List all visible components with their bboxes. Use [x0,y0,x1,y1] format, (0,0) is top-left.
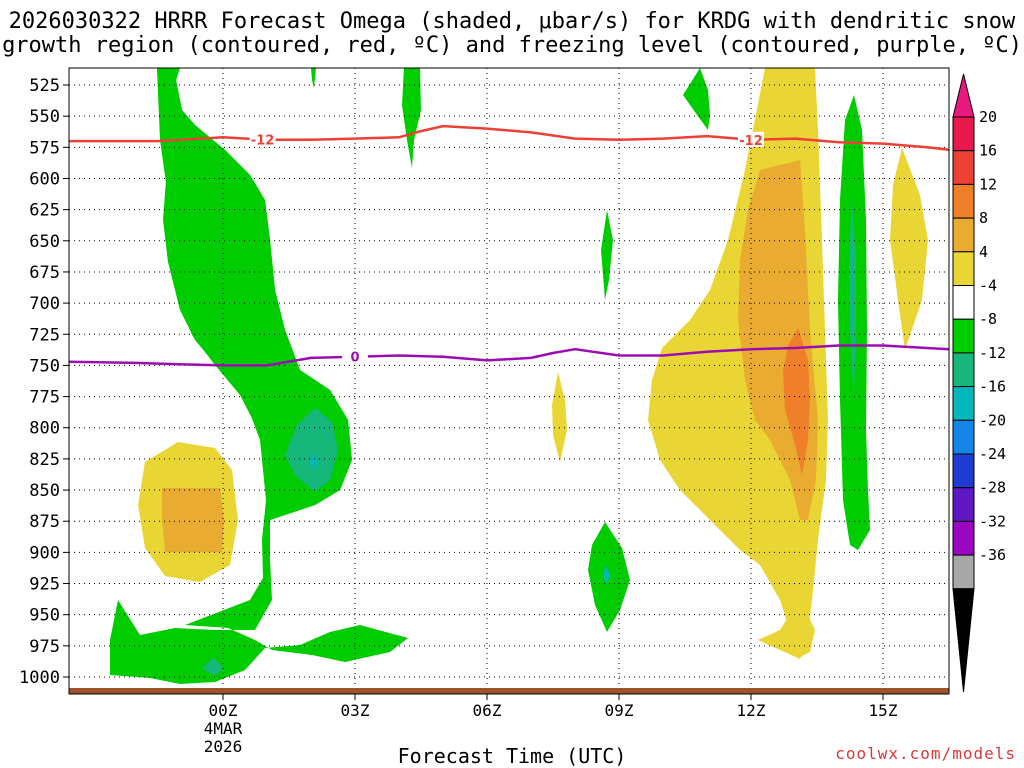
teal-cell-3z [285,408,338,492]
colorbar-label-9: -20 [979,411,1006,429]
x-axis-title: Forecast Time (UTC) [397,744,627,768]
x-tick-label-06Z: 06Z [473,701,502,720]
orange-cell-0z [162,488,224,552]
chart-title-line1: 2026030322 HRRR Forecast Omega (shaded, … [8,9,1016,34]
colorbar-label-5: -4 [979,277,997,295]
y-tick-label-800: 800 [29,419,60,439]
contour-label-bg-0 [249,131,276,147]
yellow-cell-8z [552,372,567,462]
y-tick-label-650: 650 [29,232,60,252]
colorbar: 20 16 12 8 4 -4 -8 -12 -16 -20 -24 -28 -32 -36 [952,73,1006,693]
chart-title-line2: growth region (contoured, red, ºC) and f… [2,33,1022,58]
colorbar-box-13 [952,554,975,590]
colorbar-box-12 [952,520,975,556]
x-tick-label-03Z: 03Z [341,701,370,720]
colorbar-box-5 [952,285,975,320]
y-tick-label-775: 775 [29,388,60,408]
contour-label-0: -12 [251,134,275,149]
colorbar-label-2: 12 [979,175,997,193]
y-tick-label-600: 600 [29,169,60,189]
yellow-cell-15z [890,148,928,350]
y-tick-label-850: 850 [29,481,60,501]
colorbar-label-10: -24 [979,445,1006,463]
colorbar-box-3 [952,217,975,253]
x-date-label: 4MAR [204,719,243,738]
contour-label-bg-2 [342,348,368,364]
contour-line-0 [69,124,950,152]
credit-link[interactable]: coolwx.com/models [835,744,1016,763]
colorbar-box-9 [952,419,975,455]
colorbar-label-3: 8 [979,209,988,227]
colorbar-label-1: 16 [979,142,997,160]
x-tick-label-09Z: 09Z [605,701,634,720]
colorbar-box-1 [952,150,975,185]
x-tick-label-15Z: 15Z [869,701,898,720]
green-upward-region-top-left [157,68,352,520]
ground-strip [69,688,949,694]
colorbar-box-6 [952,318,975,354]
colorbar-box-10 [952,453,975,489]
y-tick-label-625: 625 [29,201,60,221]
colorbar-label-12: -32 [979,512,1006,530]
x-tick-label-00Z: 00Z [209,701,238,720]
contour-label-2: 0 [350,351,359,366]
y-tick-label-1000: 1000 [19,668,60,688]
y-tick-label-875: 875 [29,512,60,532]
y-tick-label-750: 750 [29,356,60,376]
y-tick-label-975: 975 [29,637,60,657]
green-cell-11z [683,68,710,130]
contour-label-bg-1 [738,131,764,147]
y-tick-label-825: 825 [29,450,60,470]
y-tick-label-700: 700 [29,294,60,314]
y-tick-label-900: 900 [29,543,60,563]
y-tick-label-550: 550 [29,107,60,127]
green-cell-3z-top [311,68,316,88]
y-tick-label-575: 575 [29,138,60,158]
colorbar-label-0: 20 [979,108,997,126]
teal-core-14z [849,200,856,400]
colorbar-label-4: 4 [979,243,988,261]
cyan-core-9z [603,565,610,585]
plot-frame [68,67,950,695]
teal-cell-1z [202,658,224,676]
orange-core-13z [783,328,810,475]
colorbar-box-0 [952,116,975,152]
colorbar-box-7 [952,352,975,388]
colorbar-box-8 [952,386,975,421]
y-axis: 525 550 575 600 625 650 675 700 725 750 775 800 825 8… [19,76,69,688]
cyan-core-3z [310,452,317,470]
contour-label-1: -12 [739,134,763,149]
colorbar-box-2 [952,183,975,219]
grid-lines [69,68,949,694]
colorbar-label-8: -16 [979,378,1006,396]
colorbar-label-13: -36 [979,546,1006,564]
y-tick-label-950: 950 [29,606,60,626]
y-tick-label-725: 725 [29,325,60,345]
contour-lines: -12 -12 0 [68,124,950,367]
x-year-label: 2026 [204,737,243,756]
x-tick-label-12Z: 12Z [737,701,766,720]
omega-shading [110,68,928,684]
y-tick-label-675: 675 [29,263,60,283]
green-cell-5z [402,68,421,168]
colorbar-top-triangle [952,73,975,118]
green-cell-9z-upper [601,210,613,300]
y-tick-label-925: 925 [29,575,60,595]
colorbar-box-11 [952,487,975,522]
yellow-cell-13z-low [758,598,815,658]
y-tick-label-525: 525 [29,76,60,96]
colorbar-bottom-triangle [952,588,975,693]
contour-line-1 [68,344,950,367]
colorbar-label-6: -8 [979,310,997,328]
colorbar-label-11: -28 [979,479,1006,497]
colorbar-box-4 [952,251,975,287]
colorbar-label-7: -12 [979,344,1006,362]
